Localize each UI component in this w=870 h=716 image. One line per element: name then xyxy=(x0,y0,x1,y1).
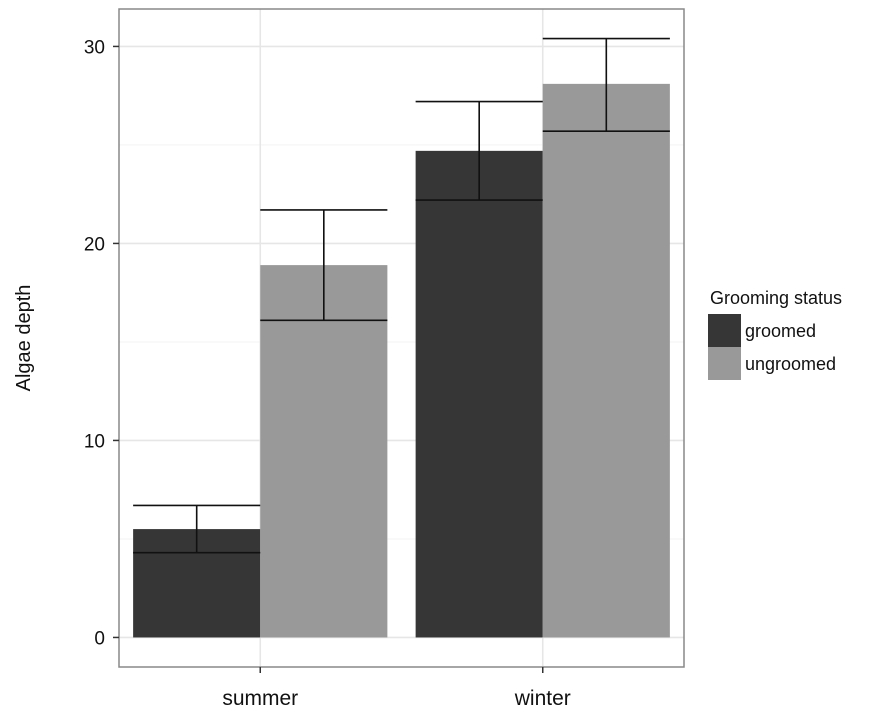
bar-layer xyxy=(133,83,670,638)
panel-border xyxy=(118,8,685,668)
y-tick-label: 30 xyxy=(84,37,105,58)
y-tick-label: 0 xyxy=(94,628,105,649)
error-bar-layer xyxy=(133,37,670,554)
legend-title: Grooming status xyxy=(710,288,842,308)
bar-ungroomed-summer xyxy=(260,265,388,638)
x-tick-label: winter xyxy=(514,687,571,710)
error-bar-groomed-winter xyxy=(415,100,543,201)
bar-ungroomed-winter xyxy=(542,83,670,638)
y-tick-label: 10 xyxy=(84,431,105,452)
legend-label-groomed: groomed xyxy=(745,321,816,341)
x-tick-label: summer xyxy=(222,687,298,710)
y-tick-label: 20 xyxy=(84,234,105,255)
axis-layer: 0 10 20 30 summer winter xyxy=(84,37,571,710)
legend-label-ungroomed: ungroomed xyxy=(745,354,836,374)
y-axis-label: Algae depth xyxy=(13,285,35,392)
legend: Grooming status groomed ungroomed xyxy=(708,288,842,380)
error-bar-ungroomed-winter xyxy=(542,37,670,132)
legend-key-ungroomed xyxy=(708,347,741,380)
error-bar-ungroomed-summer xyxy=(260,209,388,322)
error-bar-groomed-summer xyxy=(133,504,261,554)
bar-groomed-winter xyxy=(415,150,543,638)
legend-key-groomed xyxy=(708,314,741,347)
legend-items: groomed ungroomed xyxy=(708,314,836,380)
